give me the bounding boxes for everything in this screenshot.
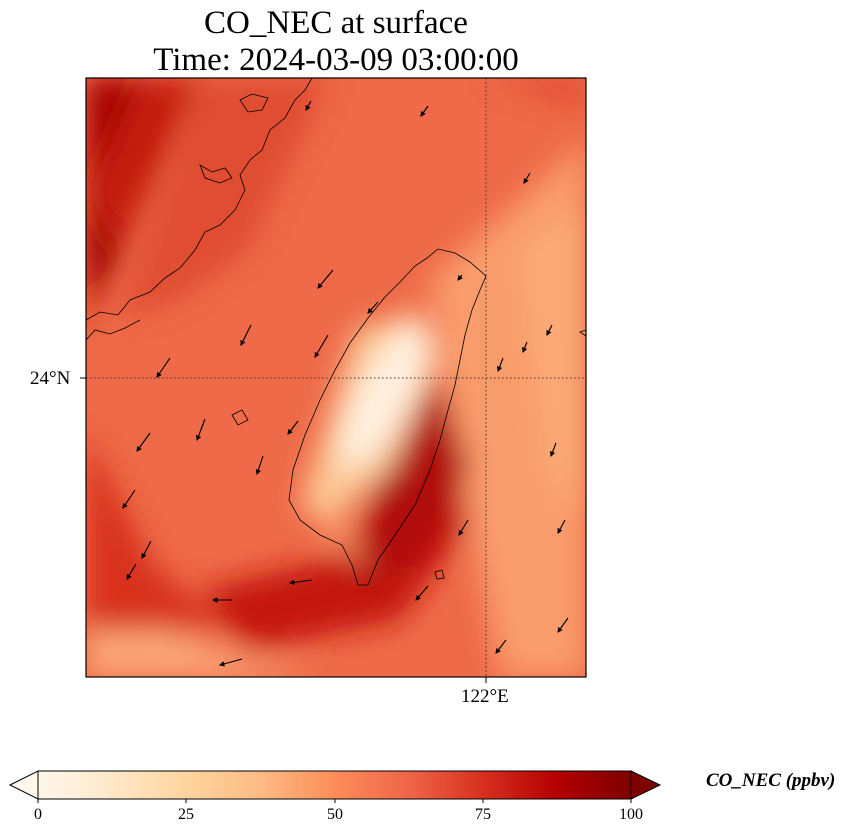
colorbar-tick-label: 0 — [34, 806, 42, 823]
lat-label-24n: 24°N — [30, 368, 71, 389]
map-time-subtitle: Time: 2024-03-09 03:00:00 — [153, 42, 519, 78]
colorbar-tick-label: 25 — [178, 806, 194, 823]
colorbar-extend-max — [630, 770, 662, 800]
gridlines — [86, 78, 586, 677]
colorbar-bar — [37, 770, 632, 800]
map-title: CO_NEC at surface — [204, 5, 468, 41]
colorbar-tick-label: 50 — [327, 806, 343, 823]
wind-vectors — [122, 100, 569, 667]
colorbar — [8, 770, 662, 803]
colorbar-tick-label: 100 — [619, 806, 643, 823]
lon-label-122e: 122°E — [461, 686, 509, 707]
colorbar-extend-min — [8, 770, 39, 800]
colorbar-tick-label: 75 — [475, 806, 491, 823]
colorbar-title: CO_NEC (ppbv) — [706, 770, 836, 791]
coastline — [86, 78, 586, 586]
